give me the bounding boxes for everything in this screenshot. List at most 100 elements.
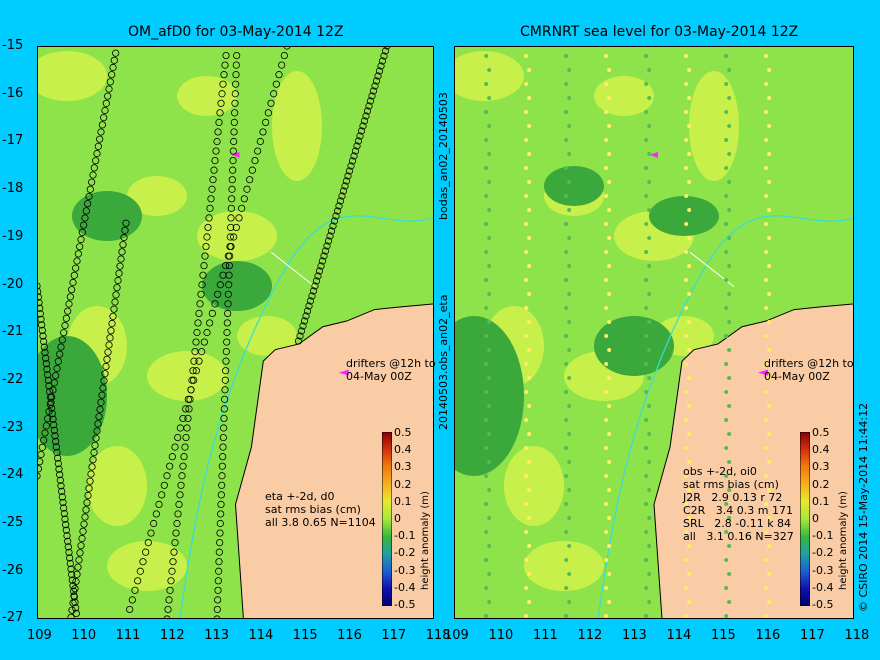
satellite-obs [223,338,231,346]
colorbar-tick: 0.3 [394,460,412,474]
obs-dot [527,404,532,408]
satellite-obs [195,357,203,365]
satellite-obs [108,71,116,79]
satellite-obs [351,147,360,155]
obs-dot [487,152,492,156]
satellite-obs [264,109,272,117]
satellite-obs [179,462,187,470]
satellite-obs [215,118,223,127]
satellite-obs [222,51,230,60]
satellite-obs [177,481,185,489]
obs-dot [684,54,689,58]
obs-dot [764,558,769,562]
obs-dot [484,362,489,366]
obs-dot [604,82,609,86]
satellite-obs [131,586,139,594]
obs-dot [607,572,612,576]
satellite-obs [43,365,51,373]
obs-dot [764,222,769,226]
satellite-obs [217,491,225,499]
obs-dot [487,124,492,128]
satellite-obs [54,357,62,365]
obs-dot [647,516,652,520]
satellite-obs [216,109,224,117]
satellite-obs [224,252,232,260]
obs-dot [607,600,612,604]
satellite-obs [323,242,331,250]
satellite-obs [203,328,211,337]
obs-dot [724,558,729,562]
satellite-obs [330,217,339,225]
satellite-obs [61,321,69,330]
obs-dot [527,208,532,212]
satellite-obs [40,343,48,351]
satellite-obs [222,357,230,365]
satellite-obs [117,255,125,263]
satellite-obs [231,109,239,117]
x-tick-label: 114 [666,628,692,643]
satellite-obs [232,80,240,88]
satellite-obs [39,332,47,340]
satellite-obs [40,337,48,346]
map-frame [37,46,434,619]
obs-dot [604,474,609,478]
obs-dot [604,558,609,562]
satellite-obs [327,227,336,235]
satellite-obs [54,459,62,468]
colorbar-tick: -0.4 [812,580,834,594]
satellite-obs [174,433,182,442]
satellite-obs [209,176,217,184]
y-tick-label: -20 [2,276,24,292]
sea-low-anomaly [202,261,272,311]
satellite-obs [230,128,238,136]
satellite-obs [58,487,66,495]
satellite-obs [102,99,110,107]
obs-dot [644,586,649,590]
obs-dot [524,474,529,478]
satellite-obs [350,152,358,160]
obs-dot [767,208,772,212]
satellite-obs [251,157,259,165]
satellite-obs [62,521,70,529]
satellite-obs [42,422,50,430]
satellite-obs [187,386,195,394]
obs-dot [607,208,612,212]
obs-dot [644,278,649,282]
satellite-obs [254,147,262,155]
obs-dot [604,138,609,142]
obs-dot [644,306,649,310]
obs-dot [724,250,729,254]
satellite-obs [37,304,44,312]
obs-dot [687,432,692,436]
right-map [454,46,854,619]
satellite-obs [52,372,60,380]
obs-dot [567,572,572,576]
obs-dot [487,236,492,240]
obs-dot [524,54,529,58]
obs-dot [684,558,689,562]
colorbar-tick: 0.1 [394,494,412,508]
obs-dot [484,110,489,114]
satellite-obs [144,538,152,547]
satellite-obs [221,61,229,69]
obs-dot [724,54,729,58]
obs-dot [644,334,649,338]
x-tick-label: 110 [488,628,514,643]
satellite-obs [166,586,174,594]
obs-dot [684,530,689,534]
obs-dot [484,54,489,58]
colorbar-tick: 0 [812,512,819,525]
obs-dot [487,96,492,100]
satellite-obs [372,77,381,85]
right-colorbar [800,432,810,606]
obs-dot [564,530,569,534]
obs-dot [687,208,692,212]
obs-dot [687,376,692,380]
obs-dot [644,82,649,86]
satellite-obs [192,367,200,375]
satellite-obs [171,443,179,451]
obs-dot [527,236,532,240]
satellite-obs [228,185,236,193]
satellite-obs [296,332,304,340]
obs-dot [767,320,772,324]
